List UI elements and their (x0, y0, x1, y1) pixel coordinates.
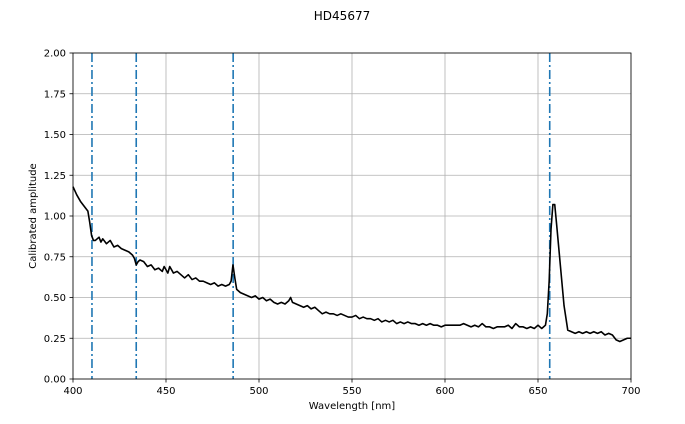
axis-ticks: 400 450 500 550 600 650 700 0.00 0.25 0.50 0.75 1.0… (44, 49, 641, 398)
y-tick-label: 1.25 (44, 171, 66, 182)
x-tick-label: 700 (621, 386, 640, 397)
plot-lines (72, 186, 631, 343)
y-tick-label: 1.50 (44, 130, 66, 141)
y-axis-label: Calibrated amplitude (28, 163, 39, 268)
spectrum-line (72, 186, 631, 343)
x-tick-label: 600 (435, 386, 454, 397)
y-tick-label: 0.75 (44, 252, 66, 263)
chart-title: HD45677 (314, 9, 370, 23)
reference-lines (91, 53, 551, 379)
x-tick-label: 500 (249, 386, 268, 397)
x-tick-label: 400 (63, 386, 82, 397)
x-tick-label: 450 (156, 386, 175, 397)
y-tick-label: 0.50 (44, 293, 66, 304)
x-tick-label: 550 (342, 386, 361, 397)
grid (72, 52, 632, 380)
x-tick-label: 650 (528, 386, 547, 397)
y-tick-label: 1.00 (44, 212, 66, 223)
y-tick-label: 0.00 (44, 375, 66, 386)
y-tick-label: 1.75 (44, 89, 66, 100)
y-tick-label: 2.00 (44, 49, 66, 60)
y-tick-label: 0.25 (44, 334, 66, 345)
x-axis-label: Wavelength [nm] (309, 401, 395, 412)
